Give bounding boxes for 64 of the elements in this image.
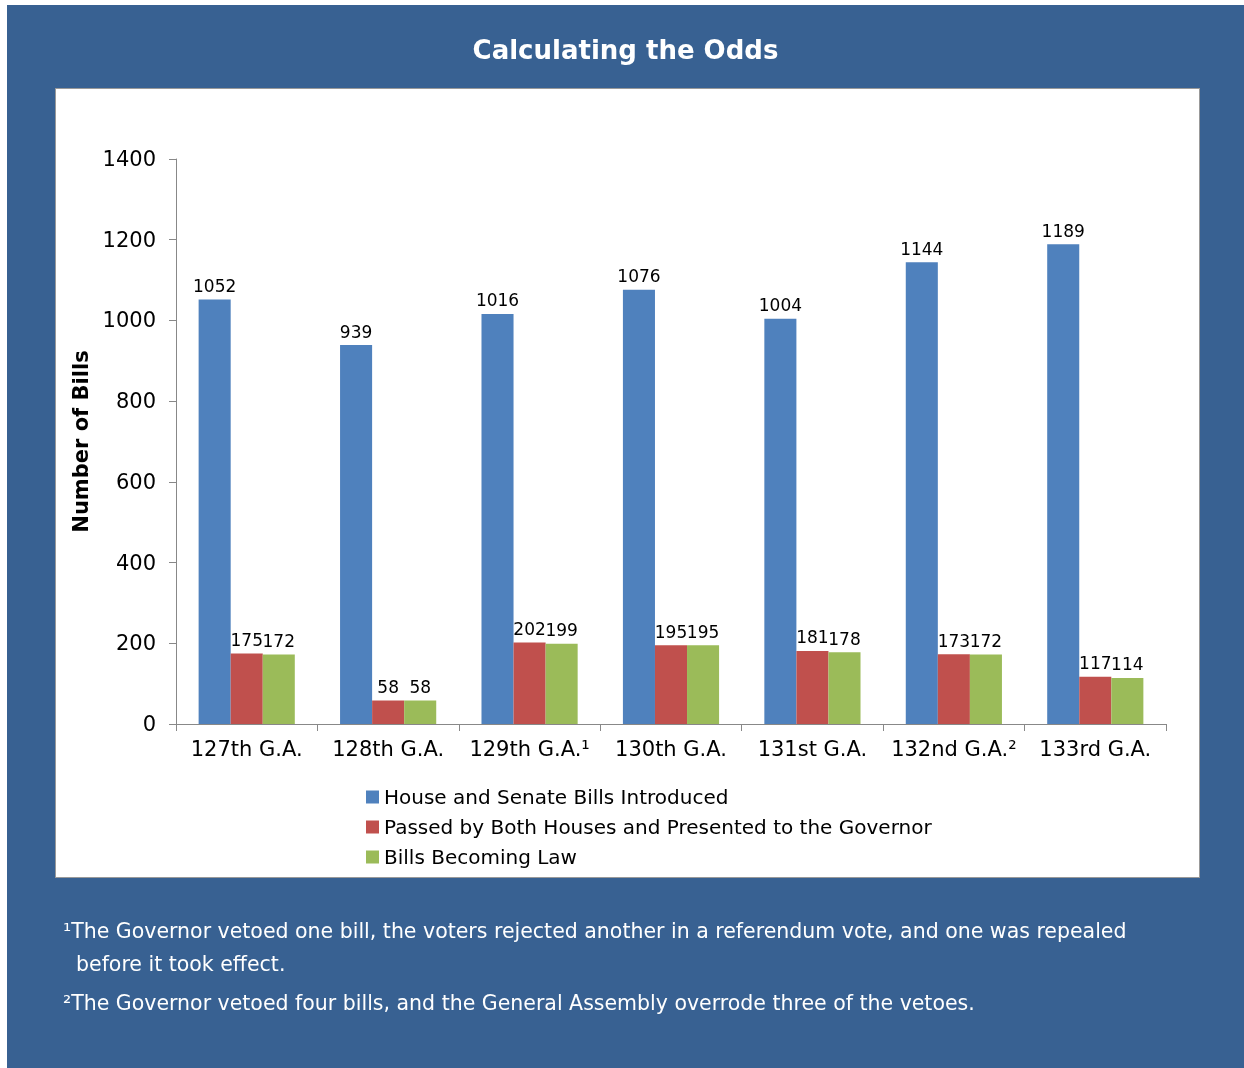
x-tick-label: 129th G.A.¹: [469, 736, 590, 761]
y-tick-label: 800: [115, 389, 156, 414]
bar: [687, 645, 720, 724]
bar: [654, 645, 688, 724]
bar: [404, 700, 437, 724]
y-axis-title: Number of Bills: [68, 350, 93, 533]
bar: [372, 700, 405, 724]
x-tick-label: 132nd G.A.²: [891, 736, 1017, 761]
bar: [764, 318, 797, 724]
data-label: 117: [1079, 653, 1112, 674]
data-label: 172: [262, 631, 295, 652]
y-tick-label: 1200: [102, 227, 156, 252]
bar: [1047, 244, 1080, 724]
bar: [513, 642, 546, 724]
data-label: 114: [1111, 654, 1144, 675]
y-tick-label: 1400: [102, 147, 156, 171]
legend-label: Passed by Both Houses and Presented to the Governor: [384, 815, 933, 839]
data-label: 172: [969, 631, 1003, 652]
bar: [905, 262, 938, 724]
y-tick-label: 200: [115, 631, 156, 656]
data-label: 173: [937, 630, 971, 651]
legend-label: Bills Becoming Law: [384, 845, 577, 869]
bar: [796, 650, 829, 724]
x-tick-label: 127th G.A.: [190, 736, 303, 761]
data-label: 58: [377, 677, 399, 698]
bar: [230, 653, 263, 724]
x-tick-label: 128th G.A.: [332, 736, 445, 761]
data-label: 1076: [617, 266, 661, 287]
y-tick-label: 400: [115, 550, 156, 575]
chart-title: Calculating the Odds: [471, 35, 780, 65]
legend-label: House and Senate Bills Introduced: [384, 785, 729, 809]
data-label: 939: [339, 321, 373, 342]
data-label: 1016: [475, 290, 520, 311]
data-label: 1189: [1041, 220, 1085, 241]
y-tick-label: 0: [142, 712, 156, 736]
data-label: 195: [654, 621, 688, 642]
y-tick-label: 600: [115, 469, 156, 494]
bar: [198, 299, 231, 724]
data-label: 58: [409, 677, 432, 698]
bar: [1111, 677, 1144, 724]
data-label: 181: [796, 627, 829, 648]
bar: [622, 289, 655, 724]
bar: [1079, 676, 1112, 724]
data-label: 199: [545, 620, 578, 641]
bar: [545, 643, 578, 724]
bar: [969, 654, 1002, 724]
bar: [340, 345, 373, 724]
data-label: 175: [230, 629, 263, 650]
x-tick-label: 130th G.A.: [615, 736, 727, 761]
data-label: 1052: [193, 275, 237, 296]
x-tick-label: 131st G.A.: [757, 736, 868, 761]
text: ²The Governor vetoed four bills, and the General Assembly overrode three of the vetoes.: [63, 990, 976, 1017]
y-tick-label: 1000: [102, 308, 156, 333]
text: ¹The Governor vetoed one bill, the voters rejected another in a referendum vote, and one was repealed before it took effect.: [63, 918, 1128, 978]
data-label: 202: [513, 618, 546, 639]
bar: [828, 652, 861, 724]
data-label: 195: [686, 621, 720, 642]
data-label: 178: [828, 628, 861, 649]
data-label: 1144: [900, 238, 944, 259]
bar: [481, 313, 514, 724]
data-label: 1004: [758, 295, 802, 316]
bar: [937, 654, 970, 724]
bar: [262, 654, 295, 724]
x-tick-label: 133rd G.A.: [1039, 736, 1152, 761]
